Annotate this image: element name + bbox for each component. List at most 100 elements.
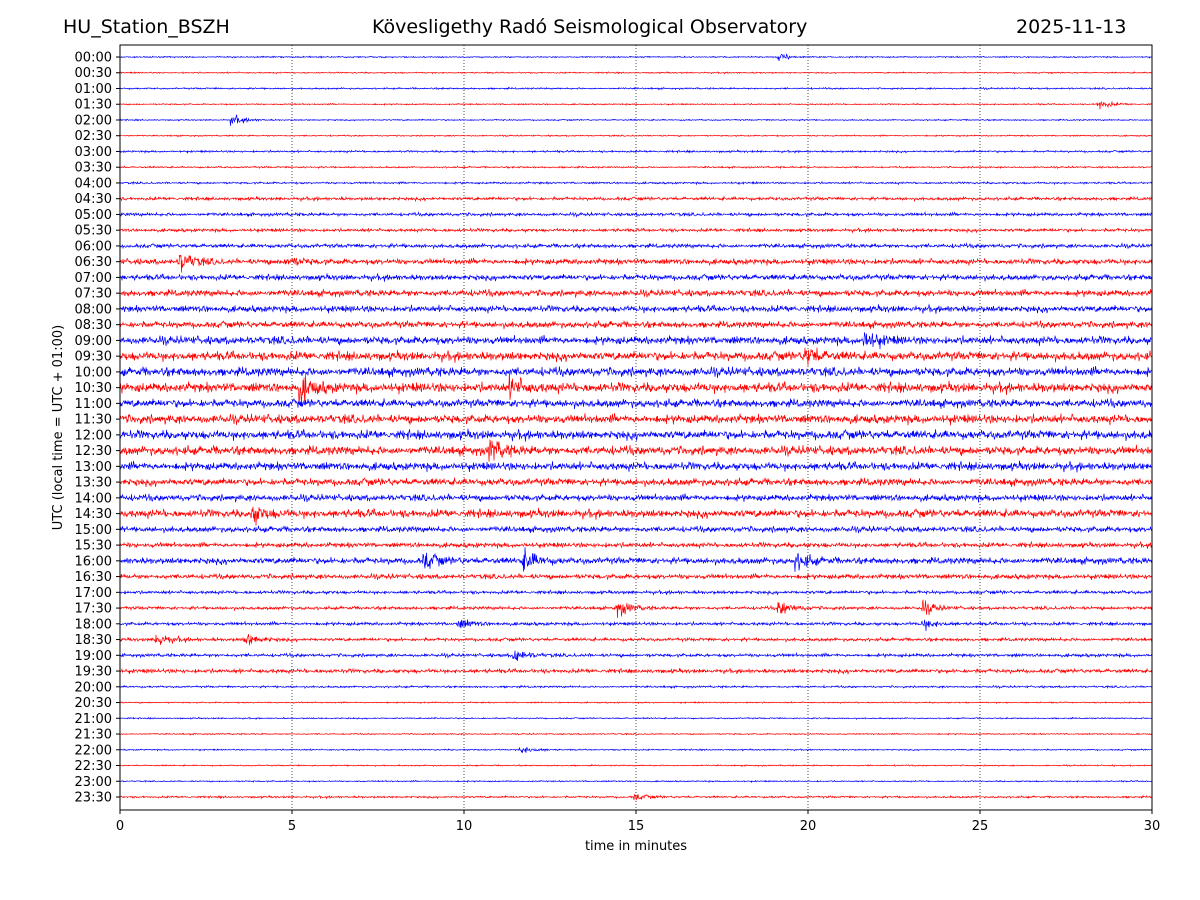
trace-0700 xyxy=(119,272,1153,282)
trace-2300 xyxy=(119,779,1153,784)
trace-2200 xyxy=(119,746,1153,753)
plot-frame xyxy=(119,44,1153,811)
trace-0230 xyxy=(119,134,1153,138)
x-tick-label: 20 xyxy=(800,819,817,834)
chart-title: Kövesligethy Radó Seismological Observat… xyxy=(372,16,808,38)
y-tick-label: 05:30 xyxy=(75,224,112,239)
trace-0130 xyxy=(119,100,1153,110)
trace-0100 xyxy=(119,86,1153,91)
y-tick-label: 12:00 xyxy=(75,428,112,443)
trace-1000 xyxy=(119,365,1153,378)
trace-0530 xyxy=(119,226,1153,234)
y-tick-label: 21:30 xyxy=(75,728,112,743)
y-tick-label: 02:00 xyxy=(75,113,112,128)
y-tick-label: 00:00 xyxy=(75,51,112,66)
trace-0400 xyxy=(119,180,1153,186)
y-tick-label: 15:00 xyxy=(75,523,112,538)
x-tick-label: 15 xyxy=(628,819,645,834)
trace-1830 xyxy=(119,633,1153,646)
trace-0830 xyxy=(119,319,1153,330)
y-tick-label: 16:00 xyxy=(75,554,112,569)
y-tick-label: 03:00 xyxy=(75,145,112,160)
y-tick-label: 17:00 xyxy=(75,586,112,601)
trace-1630 xyxy=(119,572,1153,581)
trace-2230 xyxy=(119,763,1153,768)
y-tick-label: 09:00 xyxy=(75,334,112,349)
y-tick-label: 23:30 xyxy=(75,791,112,806)
trace-1500 xyxy=(119,525,1153,534)
y-tick-label: 22:30 xyxy=(75,759,112,774)
date-label: 2025-11-13 xyxy=(1016,16,1127,38)
y-tick-label: 14:00 xyxy=(75,491,112,506)
y-tick-label: 10:30 xyxy=(75,381,112,396)
trace-2100 xyxy=(119,716,1152,721)
y-tick-label: 23:00 xyxy=(75,775,112,790)
trace-0630 xyxy=(119,254,1153,273)
trace-1800 xyxy=(119,619,1153,632)
y-tick-label: 11:00 xyxy=(75,397,112,412)
trace-0600 xyxy=(119,242,1153,250)
x-tick-label: 30 xyxy=(1144,819,1161,834)
trace-1530 xyxy=(119,540,1153,549)
trace-2030 xyxy=(119,701,1152,705)
y-tick-label: 15:30 xyxy=(75,539,112,554)
y-tick-label: 18:30 xyxy=(75,633,112,648)
x-tick-label: 5 xyxy=(288,819,296,834)
y-tick-label: 04:30 xyxy=(75,192,112,207)
trace-1930 xyxy=(119,667,1153,676)
y-tick-label: 06:00 xyxy=(75,239,112,254)
y-tick-label: 05:00 xyxy=(75,208,112,223)
trace-1600 xyxy=(119,547,1153,572)
y-tick-label: 01:00 xyxy=(75,82,112,97)
trace-1430 xyxy=(119,506,1153,526)
y-tick-label: 16:30 xyxy=(75,570,112,585)
y-tick-label: 02:30 xyxy=(75,129,112,144)
y-tick-label: 08:00 xyxy=(75,302,112,317)
trace-1230 xyxy=(119,439,1153,462)
trace-0000 xyxy=(119,53,1153,61)
y-tick-label: 00:30 xyxy=(75,66,112,81)
y-tick-label: 20:30 xyxy=(75,696,112,711)
y-tick-label: 07:00 xyxy=(75,271,112,286)
station-label: HU_Station_BSZH xyxy=(63,16,230,38)
trace-0300 xyxy=(119,149,1153,155)
y-tick-label: 14:30 xyxy=(75,507,112,522)
trace-2130 xyxy=(119,732,1153,736)
y-tick-label: 13:00 xyxy=(75,460,112,475)
trace-0030 xyxy=(119,71,1152,75)
trace-1100 xyxy=(119,397,1153,410)
trace-1200 xyxy=(119,428,1153,442)
trace-1700 xyxy=(119,588,1153,596)
y-tick-label: 18:00 xyxy=(75,617,112,632)
y-tick-label: 19:30 xyxy=(75,665,112,680)
trace-1300 xyxy=(119,460,1153,473)
trace-0500 xyxy=(119,210,1153,218)
trace-0800 xyxy=(119,303,1153,314)
x-tick-label: 0 xyxy=(116,819,124,834)
trace-0930 xyxy=(119,347,1153,366)
y-tick-label: 07:30 xyxy=(75,287,112,302)
y-tick-label: 09:30 xyxy=(75,350,112,365)
x-axis-label: time in minutes xyxy=(585,839,687,854)
trace-0200 xyxy=(119,114,1153,126)
trace-1330 xyxy=(119,477,1153,488)
trace-0730 xyxy=(119,288,1153,299)
y-tick-label: 17:30 xyxy=(75,602,112,617)
y-tick-label: 21:00 xyxy=(75,712,112,727)
y-tick-label: 03:30 xyxy=(75,161,112,176)
trace-2330 xyxy=(120,793,1153,801)
trace-1030 xyxy=(119,370,1153,404)
trace-1900 xyxy=(119,650,1153,662)
y-tick-label: 19:00 xyxy=(75,649,112,664)
y-tick-label: 20:00 xyxy=(75,680,112,695)
x-tick-label: 25 xyxy=(972,819,989,834)
x-tick-label: 10 xyxy=(456,819,473,834)
y-tick-label: 11:30 xyxy=(75,413,112,428)
y-tick-label: 12:30 xyxy=(75,444,112,459)
y-tick-label: 10:00 xyxy=(75,365,112,380)
trace-0900 xyxy=(119,332,1153,350)
trace-2000 xyxy=(119,684,1152,690)
y-axis-label: UTC (local time = UTC + 01:00) xyxy=(51,325,66,530)
